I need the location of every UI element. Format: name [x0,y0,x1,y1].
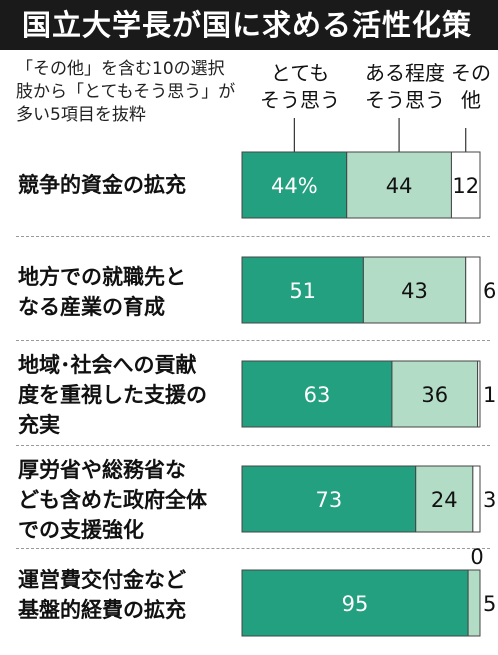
row-divider [16,445,490,446]
data-label: 73 [316,488,343,512]
category-line: 地域･社会への貢献 [18,353,197,377]
data-label: 95 [342,592,369,616]
bar-segment [241,256,364,324]
data-label: 51 [289,279,316,303]
chart-note: 「その他」を含む10の選択肢から「とてもそう思う」が多い5項目を抜粋 [16,59,236,125]
data-label: 3 [483,488,496,512]
data-label: 12 [452,174,479,198]
category-line: 度を重視した支援の [18,383,207,407]
data-label: 5 [483,592,496,616]
category-line: 地方での就職先と [18,265,186,289]
category-line: での支援強化 [18,518,144,542]
category-line: 競争的資金の拡充 [18,173,186,197]
bar-segment [241,151,348,219]
bar-segment [450,151,481,219]
chart-title: 国立大学長が国に求める活性化策 [0,0,498,50]
bar-segment [472,465,481,533]
legend-label-strongly-agree: とても そう思う [250,60,350,114]
data-label: 0 [470,545,483,569]
category-label: 厚労省や総務省な ども含めた政府全体 での支援強化 [18,455,243,545]
category-label: 地域･社会への貢献 度を重視した支援の 充実 [18,350,243,440]
data-label: 63 [304,383,331,407]
data-label: 36 [421,383,448,407]
bar-segment [241,569,469,637]
data-label: 24 [431,488,458,512]
data-label: 1 [483,383,496,407]
data-label: 43 [401,279,428,303]
category-line: 充実 [18,413,60,437]
row-divider [16,548,490,549]
bar-segment [241,360,393,428]
legend-line: そう思う [260,88,340,112]
legend-label-other: その 他 [450,60,492,114]
bar-segment [346,151,452,219]
category-label: 競争的資金の拡充 [18,170,243,200]
row-divider [16,236,490,237]
category-label: 運営費交付金など 基盤的経費の拡充 [18,565,243,625]
bar-segment [391,360,479,428]
bar-segment [477,360,481,428]
legend-line: 他 [461,88,481,112]
legend-line: とても [270,61,330,85]
bar-segment [362,256,467,324]
data-label: 44% [271,174,318,198]
legend-line: その [451,61,491,85]
bar-segment [467,569,481,637]
category-line: なる産業の育成 [18,295,165,319]
category-line: 基盤的経費の拡充 [18,598,186,622]
row-divider [16,340,490,341]
data-label: 6 [483,279,496,303]
legend-line: そう思う [365,88,445,112]
category-line: ども含めた政府全体 [18,488,207,512]
category-label: 地方での就職先と なる産業の育成 [18,262,243,322]
bar-segment [465,256,481,324]
category-line: 厚労省や総務省な [18,458,186,482]
legend-label-somewhat-agree: ある程度 そう思う [345,60,465,114]
bar-segment [241,465,417,533]
data-label: 44 [386,174,413,198]
category-line: 運営費交付金など [18,568,186,592]
legend-line: ある程度 [365,61,445,85]
